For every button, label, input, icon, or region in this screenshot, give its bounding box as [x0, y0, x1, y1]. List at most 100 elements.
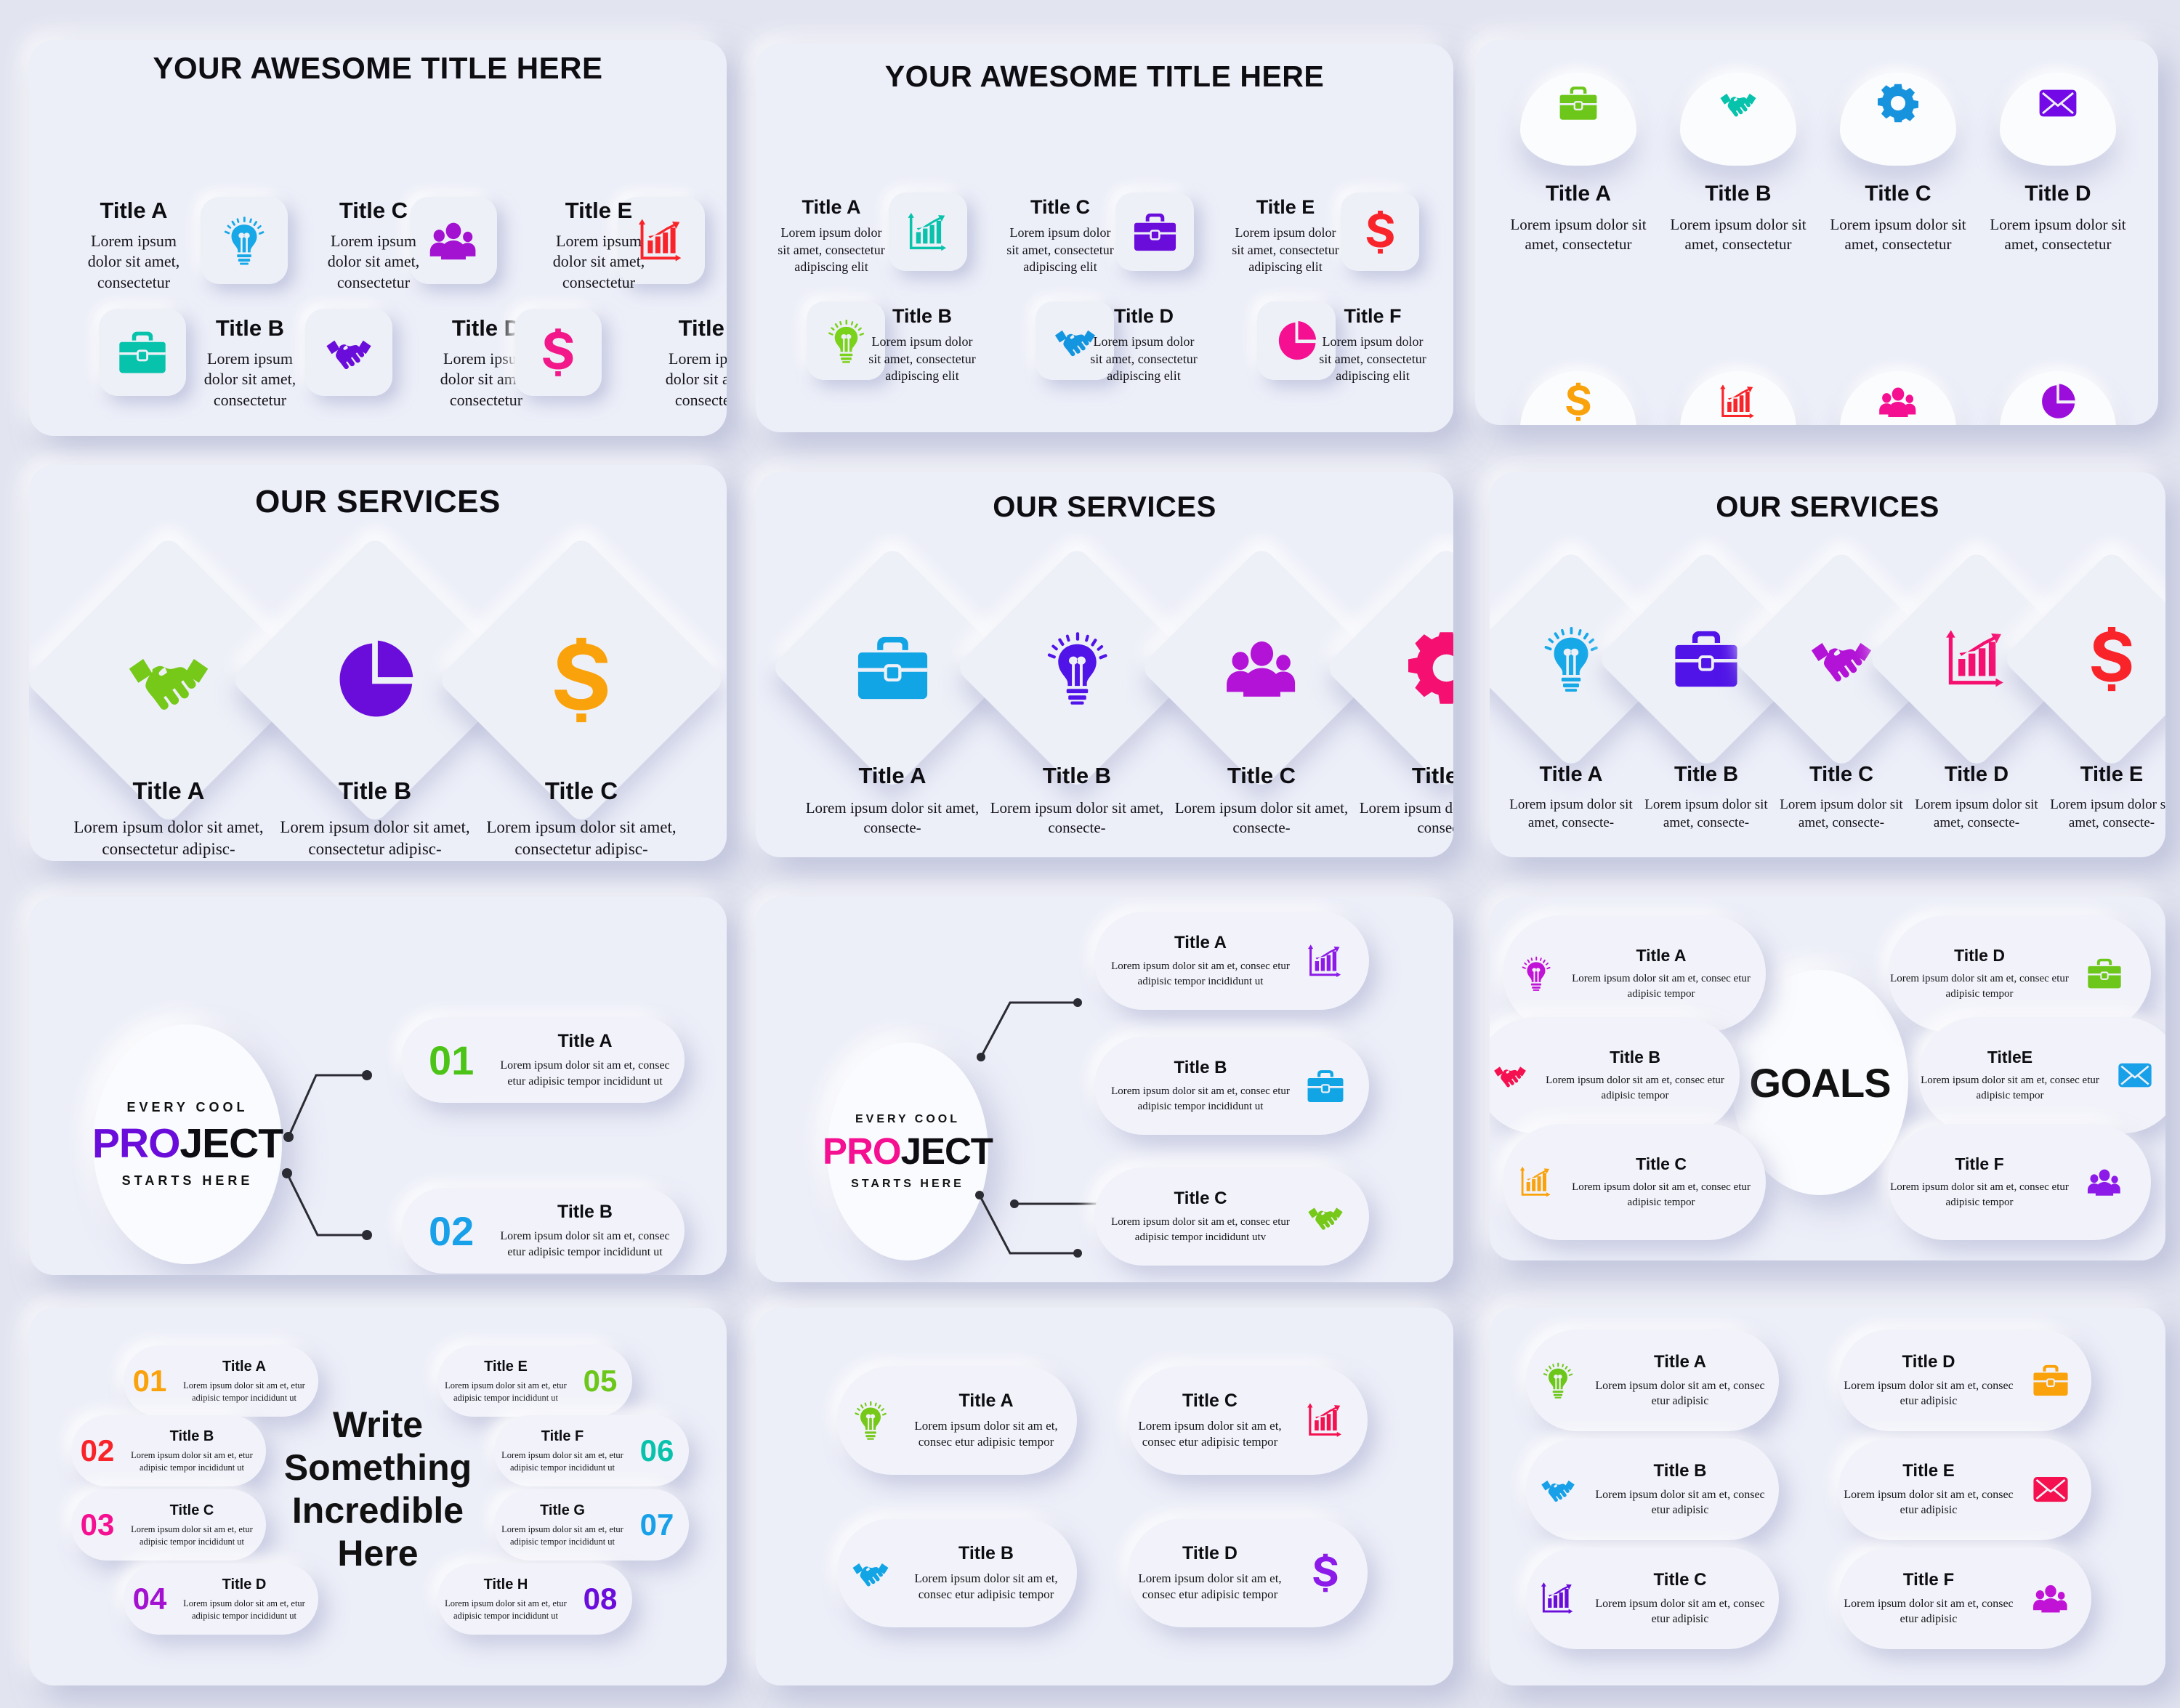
- numbered-pill[interactable]: Title H Lorem ipsum dolor sit am et, etur…: [437, 1563, 632, 1635]
- item-description: Lorem ipsum dolor sit amet, consectetur …: [1090, 334, 1198, 384]
- item-text-block: Title B Lorem ipsum dolor sit am et, etur…: [124, 1428, 260, 1474]
- bar-chart-icon: [907, 212, 946, 251]
- cloud-shape[interactable]: [1520, 73, 1636, 166]
- project-center-circle[interactable]: EVERY COOL PROJECT STARTS HERE: [823, 1043, 993, 1260]
- item-description: Lorem ipsum dolor sit am et, consec etur…: [1844, 1488, 2014, 1516]
- info-pill[interactable]: Title B Lorem ipsum dolor sit am et, cons…: [1526, 1438, 1779, 1540]
- goal-pill[interactable]: Title D Lorem ipsum dolor sit am et, cons…: [1888, 915, 2151, 1032]
- numbered-pill[interactable]: 03 Title C Lorem ipsum dolor sit am et, et…: [71, 1489, 266, 1561]
- item-title: Title C: [1865, 182, 1931, 206]
- icon-tile[interactable]: [1036, 301, 1114, 380]
- item-text-block: Title C Lorem ipsum dolor sit am et, cons…: [1570, 1154, 1753, 1210]
- bar-chart-icon: [1519, 1166, 1551, 1197]
- diamond-shape[interactable]: [1596, 549, 1817, 769]
- cloud-shape[interactable]: [2000, 371, 2116, 425]
- info-pill[interactable]: Title C Lorem ipsum dolor sit am et, cons…: [1128, 1366, 1368, 1475]
- icon-tile[interactable]: [305, 309, 392, 396]
- info-pill[interactable]: Title D Lorem ipsum dolor sit am et, cons…: [1838, 1329, 2091, 1431]
- cloud-shape[interactable]: [1680, 73, 1796, 166]
- numbered-pill[interactable]: Title G Lorem ipsum dolor sit am et, etur…: [494, 1489, 689, 1561]
- pill-icon: [1503, 1164, 1570, 1200]
- icon-tile[interactable]: [1257, 301, 1336, 380]
- diamond-shape[interactable]: [1731, 549, 1952, 769]
- panel-cloud-grid: Title A Lorem ipsum dolor sit amet, conse…: [1475, 40, 2158, 425]
- info-pill[interactable]: Title E Lorem ipsum dolor sit am et, cons…: [1838, 1438, 2091, 1540]
- numbered-pill[interactable]: 04 Title D Lorem ipsum dolor sit am et, et…: [124, 1563, 318, 1635]
- people-icon: [429, 222, 476, 260]
- icon-tile[interactable]: [410, 197, 497, 284]
- numbered-pill[interactable]: 01 Title A Lorem ipsum dolor sit am et, co…: [401, 1017, 685, 1103]
- center-headline: Write Something Incredible Here: [269, 1404, 487, 1575]
- diamond-shape[interactable]: [230, 535, 520, 825]
- item-title: Title D: [1954, 946, 2005, 966]
- item-description: Lorem ipsum dolor sit amet, consecte-: [1509, 797, 1633, 830]
- item-title: Title C: [1636, 1154, 1687, 1174]
- handshake-icon: [1811, 642, 1872, 681]
- item-text-block: Title A Lorem ipsum dolor sit amet, conse…: [68, 777, 270, 860]
- diamond-shape[interactable]: [436, 535, 727, 825]
- diamond-shape[interactable]: [954, 545, 1200, 790]
- goal-pill[interactable]: TitleE Lorem ipsum dolor sit am et, conse…: [1918, 1017, 2165, 1133]
- goal-pill[interactable]: Title A Lorem ipsum dolor sit am et, cons…: [1503, 915, 1766, 1032]
- diamond-shape[interactable]: [1490, 549, 1682, 769]
- goal-pill[interactable]: Title C Lorem ipsum dolor sit am et, cons…: [1503, 1124, 1766, 1240]
- cloud-shape[interactable]: [1520, 371, 1636, 425]
- item-text-block: Title B Lorem ipsum dolor sit amet, conse…: [1641, 763, 1772, 832]
- envelope-icon: [2033, 1476, 2068, 1502]
- icon-tile[interactable]: [1115, 193, 1194, 271]
- icon-tile[interactable]: [514, 309, 602, 396]
- cloud-shape[interactable]: [1680, 371, 1796, 425]
- goal-pill[interactable]: Title B Lorem ipsum dolor sit am et, cons…: [1490, 1017, 1740, 1133]
- cloud-shape[interactable]: [2000, 73, 2116, 166]
- icon-tile[interactable]: [807, 301, 885, 380]
- diamond-shape[interactable]: [1139, 545, 1384, 790]
- gear-icon: [1878, 84, 1918, 123]
- item-text-block: Title C Lorem ipsum dolor sit amet, conse…: [1824, 182, 1972, 254]
- item-description: Lorem ipsum dolor sit amet, consecte-: [1915, 797, 2038, 830]
- item-description: Lorem ipsum dolor sit am et, consec etur…: [1111, 1216, 1290, 1243]
- numbered-pill[interactable]: Title E Lorem ipsum dolor sit am et, etur…: [437, 1345, 632, 1417]
- item-number: 02: [429, 1207, 475, 1254]
- item-text-block: Title A Lorem ipsum dolor sit amet, conse…: [778, 196, 885, 275]
- people-icon: [2087, 1169, 2120, 1196]
- numbered-pill[interactable]: 02 Title B Lorem ipsum dolor sit am et, co…: [401, 1188, 685, 1274]
- cloud-shape[interactable]: [1840, 73, 1956, 166]
- project-center-circle[interactable]: EVERY COOL PROJECT STARTS HERE: [92, 1024, 283, 1264]
- icon-tile[interactable]: [1341, 193, 1419, 271]
- icon-tile[interactable]: [201, 197, 288, 284]
- info-pill[interactable]: Title F Lorem ipsum dolor sit am et, cons…: [1838, 1547, 2091, 1649]
- diamond-shape[interactable]: [1323, 545, 1453, 790]
- icon-pill[interactable]: Title C Lorem ipsum dolor sit am et, cons…: [1094, 1167, 1369, 1266]
- item-description: Lorem ipsum dolor sit am et, consec etur…: [1138, 1418, 1282, 1449]
- item-text-block: Title H Lorem ipsum dolor sit am et, etur…: [437, 1577, 574, 1622]
- cloud-shape[interactable]: [1840, 371, 1956, 425]
- numbered-pill[interactable]: Title F Lorem ipsum dolor sit am et, etur…: [494, 1415, 689, 1486]
- info-pill[interactable]: Title B Lorem ipsum dolor sit am et, cons…: [837, 1518, 1077, 1627]
- numbered-pill[interactable]: 02 Title B Lorem ipsum dolor sit am et, et…: [71, 1415, 266, 1486]
- diamond-shape[interactable]: [29, 535, 314, 825]
- icon-tile[interactable]: [889, 193, 967, 271]
- icon-pill[interactable]: Title A Lorem ipsum dolor sit am et, cons…: [1094, 912, 1369, 1010]
- item-title: Title D: [1411, 763, 1453, 788]
- numbered-pill[interactable]: 01 Title A Lorem ipsum dolor sit am et, et…: [124, 1345, 318, 1417]
- icon-tile[interactable]: [99, 309, 186, 396]
- people-icon: [2033, 1584, 2067, 1613]
- item-title: Title E: [1256, 196, 1315, 218]
- diamond-shape[interactable]: [2001, 549, 2165, 769]
- item-number: 08: [583, 1582, 618, 1616]
- project-bottom-label: STARTS HERE: [851, 1177, 964, 1190]
- info-pill[interactable]: Title A Lorem ipsum dolor sit am et, cons…: [1526, 1329, 1779, 1431]
- item-title: Title B: [1610, 1048, 1660, 1067]
- diamond-shape[interactable]: [770, 545, 1015, 790]
- goal-pill[interactable]: Title F Lorem ipsum dolor sit am et, cons…: [1888, 1124, 2151, 1240]
- envelope-icon: [2039, 89, 2077, 117]
- info-pill[interactable]: Title D Lorem ipsum dolor sit am et, cons…: [1128, 1518, 1368, 1627]
- goals-center-circle[interactable]: GOALS: [1732, 970, 1908, 1195]
- info-pill[interactable]: Title C Lorem ipsum dolor sit am et, cons…: [1526, 1547, 1779, 1649]
- icon-tile[interactable]: [618, 197, 705, 284]
- diamond-shape[interactable]: [1866, 549, 2087, 769]
- info-pill[interactable]: Title A Lorem ipsum dolor sit am et, cons…: [837, 1366, 1077, 1475]
- icon-pill[interactable]: Title B Lorem ipsum dolor sit am et, cons…: [1094, 1037, 1369, 1135]
- item-text-block: Title C Lorem ipsum dolor sit amet, conse…: [1171, 763, 1352, 838]
- item-description: Lorem ipsum dolor sit amet, consectetur: [552, 231, 645, 291]
